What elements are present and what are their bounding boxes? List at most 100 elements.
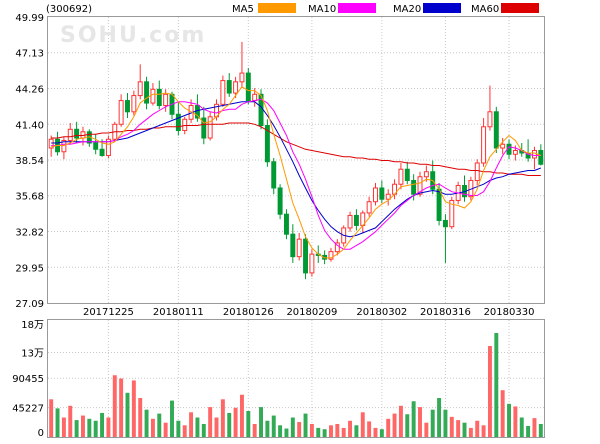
volume-bar (182, 425, 187, 437)
legend-swatch (338, 3, 376, 13)
volume-bar (519, 417, 524, 437)
volume-bar (131, 380, 136, 437)
ma5-line (51, 86, 541, 259)
candle-body (233, 81, 239, 94)
price-tick-label: 38.54 (15, 156, 44, 167)
volume-bar (278, 425, 283, 437)
volume-bar (157, 413, 162, 437)
volume-bar (335, 424, 340, 437)
candle-body (163, 93, 169, 107)
volume-bar (239, 394, 244, 437)
volume-bar (201, 424, 206, 437)
volume-axis-labels: 18万 13万 90455 45227 0 (12, 320, 44, 439)
candle-body (61, 140, 67, 153)
date-tick-label: 20180126 (223, 307, 274, 318)
volume-bar (214, 417, 219, 437)
candle-body (481, 126, 487, 164)
candle-body (385, 193, 391, 200)
candle-body (379, 187, 385, 200)
candle-body (366, 201, 372, 214)
volume-bar (405, 414, 410, 437)
date-tick-label: 20180316 (420, 307, 471, 318)
candle-body (500, 143, 506, 149)
volume-tick-label: 90455 (12, 374, 44, 385)
candle-body (67, 128, 73, 142)
volume-bar (290, 417, 295, 437)
volume-bar (373, 427, 378, 437)
volume-bar (106, 417, 111, 437)
price-gridlines (48, 17, 544, 437)
volume-bar (507, 403, 511, 437)
ma20-line (51, 101, 541, 238)
ma10-line (51, 98, 541, 250)
volume-bar (309, 424, 314, 437)
date-tick-label: 20180302 (356, 307, 407, 318)
volume-bar (265, 420, 270, 437)
volume-bar (348, 420, 353, 437)
volume-bar (386, 418, 391, 437)
candle-body (277, 187, 283, 215)
candle-body (144, 81, 150, 104)
candle-body (334, 242, 340, 253)
candle-body (487, 111, 493, 128)
candle-body (207, 116, 213, 139)
legend-swatch (501, 3, 539, 13)
candle-body (125, 100, 130, 113)
volume-bar (220, 399, 225, 437)
volume-bar (398, 405, 403, 437)
volume-bar (119, 378, 124, 437)
volume-bar (55, 408, 60, 437)
candle-body (271, 161, 277, 189)
candle-body (309, 253, 315, 274)
volume-bar (322, 429, 327, 437)
candle-body (131, 95, 137, 113)
volume-bar (367, 421, 372, 437)
volume-bar (163, 422, 168, 437)
volume-bar (526, 425, 531, 437)
candle-body (220, 80, 226, 105)
legend-swatch (258, 3, 296, 13)
volume-bar (411, 401, 416, 437)
price-tick-label: 44.26 (15, 85, 44, 96)
candle-body (404, 168, 410, 181)
watermark: SOHU.com (60, 23, 206, 48)
volume-tick-label: 18万 (21, 320, 44, 331)
candle-body (423, 171, 429, 178)
volume-bar (494, 333, 499, 437)
price-tick-label: 32.82 (15, 227, 44, 238)
price-tick-label: 41.40 (15, 120, 44, 131)
volume-bar (227, 412, 232, 437)
volume-bar (513, 406, 518, 437)
candle-body (226, 80, 232, 94)
volume-bar (74, 420, 79, 437)
volume-bar (360, 412, 365, 437)
volume-tick-label: 45227 (12, 404, 44, 415)
legend-label: MA5 (232, 4, 254, 15)
volume-tick-label: 13万 (21, 349, 44, 360)
date-tick-label: 20180111 (153, 307, 204, 318)
candle-body (156, 88, 162, 107)
volume-bar (449, 416, 454, 437)
ma60-line (51, 122, 541, 176)
stock-code-title: (300692) (46, 4, 92, 15)
candle-body (290, 233, 296, 258)
volume-bar (379, 429, 384, 437)
volume-bar (176, 420, 181, 437)
candle-body (105, 138, 111, 157)
candle-body (182, 118, 188, 132)
volume-bar (468, 427, 473, 437)
candle-body (417, 176, 423, 195)
candle-body (474, 162, 480, 181)
volume-bar (418, 407, 422, 437)
date-tick-label: 20171225 (83, 307, 134, 318)
price-tick-label: 47.13 (15, 49, 44, 60)
volume-bar (487, 346, 492, 437)
volume-bar (443, 409, 448, 437)
candle-body (137, 81, 143, 97)
candle-body (512, 150, 518, 155)
volume-bar (500, 390, 505, 437)
candle-body (303, 238, 309, 274)
volume-bar (475, 420, 480, 437)
volume-bar (68, 405, 73, 437)
